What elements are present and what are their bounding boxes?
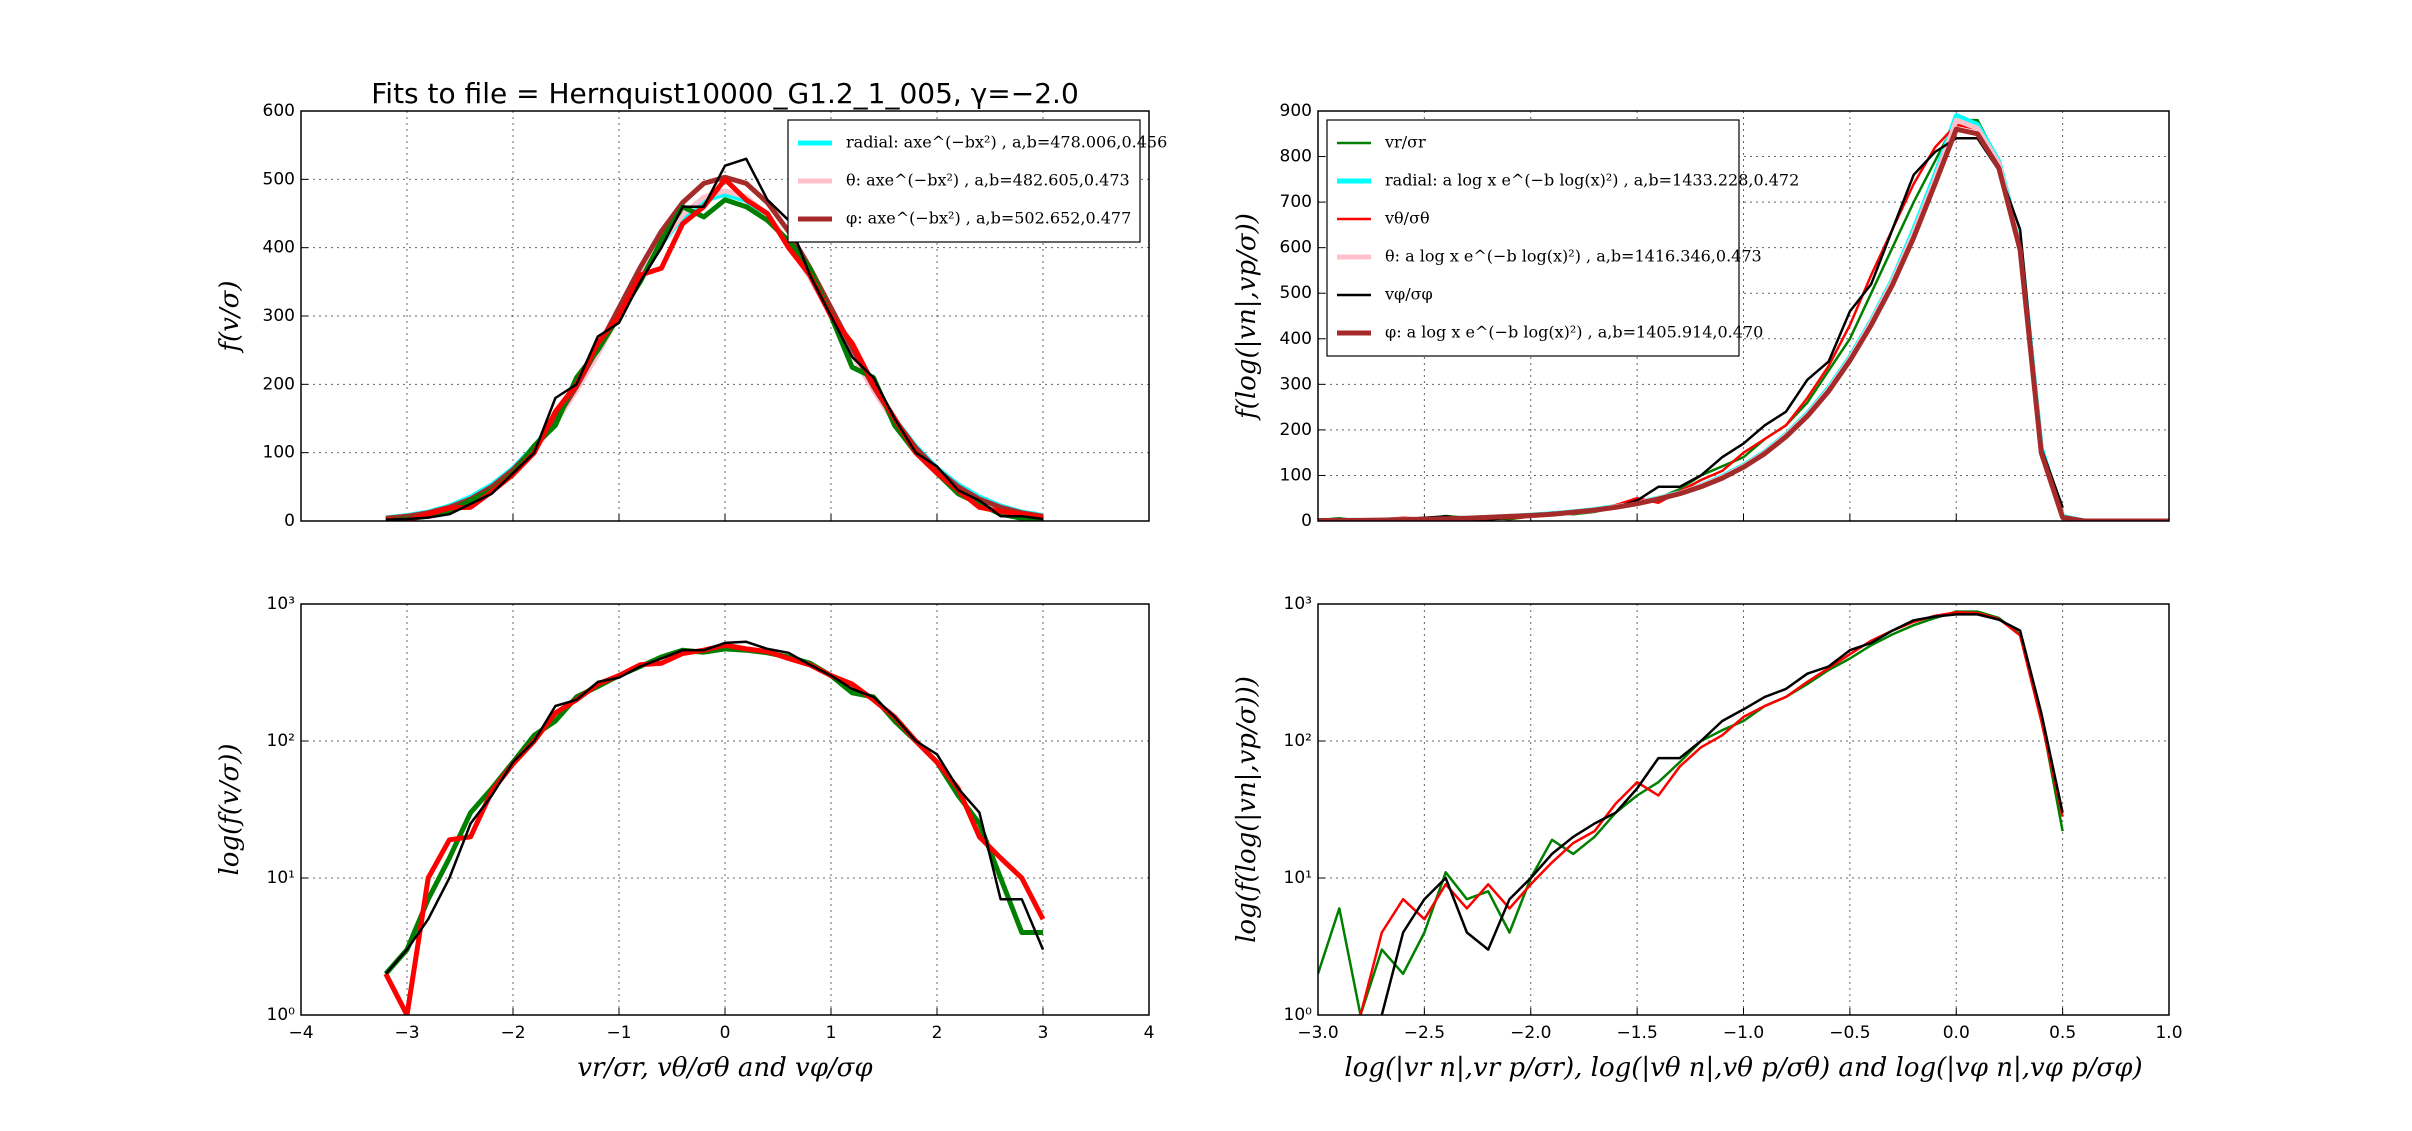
- y-tick-label: 10³: [267, 594, 295, 614]
- y-tick-label: 0: [1301, 511, 1312, 531]
- x-tick-label: 2: [932, 1023, 943, 1043]
- legend-label: vφ/σφ: [1384, 285, 1433, 304]
- subplot: 0 100 200 300 400 500 600 700 800 900 f(log(|vn|,v…: [1232, 101, 2170, 531]
- legend-label: radial: a log x e^(−b log(x)²) , a,b=143…: [1385, 171, 1799, 190]
- x-tick-label: 0.5: [2049, 1023, 2076, 1043]
- y-tick-label: 100: [1280, 465, 1312, 485]
- x-tick-label: 4: [1144, 1023, 1155, 1043]
- plot-frame: [300, 110, 1150, 522]
- x-axis-label: vr/σr, vθ/σθ and vφ/σφ: [577, 1053, 873, 1083]
- legend-label: φ: axe^(−bx²) , a,b=502.652,0.477: [846, 209, 1131, 228]
- x-tick-label: −1.5: [1616, 1023, 1657, 1043]
- y-tick-label: 700: [1280, 192, 1312, 212]
- y-tick-label: 10¹: [1284, 868, 1312, 888]
- legend-box: [1326, 119, 1740, 357]
- y-tick-label: 10⁰: [267, 1005, 296, 1025]
- x-tick-label: −2.0: [1510, 1023, 1551, 1043]
- legend-label: φ: a log x e^(−b log(x)²) , a,b=1405.914…: [1385, 323, 1763, 342]
- y-tick-label: 600: [263, 101, 295, 121]
- y-tick-label: 400: [1280, 329, 1312, 349]
- x-tick-label: −2.5: [1404, 1023, 1445, 1043]
- legend: vr/σr radial: a log x e^(−b log(x)²) , a,…: [1326, 119, 1799, 357]
- subplot: −3.0 −2.5 −2.0 −1.5 −1.0 −0.5 0.0 0.5 1.0 10⁰ 10¹ 1…: [1232, 594, 2183, 1083]
- series-line: [1380, 613, 2064, 1015]
- x-tick-label: −1.0: [1723, 1023, 1764, 1043]
- y-axis-label: log(f(v/σ)): [215, 743, 245, 875]
- x-tick-label: 0: [720, 1023, 731, 1043]
- y-tick-label: 10²: [267, 731, 295, 751]
- y-tick-label: 0: [284, 511, 295, 531]
- x-tick-label: 1: [826, 1023, 837, 1043]
- y-axis-label: f(log(|vn|,vp/σ)): [1232, 213, 1262, 421]
- x-axis-label: log(|vr n|,vr p/σr), log(|vθ n|,vθ p/σθ)…: [1344, 1053, 2142, 1083]
- y-tick-label: 100: [263, 443, 295, 463]
- x-tick-label: −3.0: [1297, 1023, 1338, 1043]
- y-tick-label: 500: [263, 169, 295, 189]
- subplot: 0 100 200 300 400 500 600 Fits to file = Hernqu…: [215, 77, 1167, 531]
- chart-title: Fits to file = Hernquist10000_G1.2_1_005…: [371, 77, 1079, 110]
- plot-frame: [1317, 603, 2170, 1016]
- x-tick-label: −2: [500, 1023, 525, 1043]
- y-tick-label: 300: [1280, 374, 1312, 394]
- y-tick-label: 500: [1280, 283, 1312, 303]
- y-tick-label: 200: [263, 374, 295, 394]
- legend-label: vr/σr: [1384, 133, 1426, 152]
- legend-label: vθ/σθ: [1384, 209, 1430, 228]
- x-tick-label: −0.5: [1829, 1023, 1870, 1043]
- x-tick-label: 1.0: [2155, 1023, 2182, 1043]
- series-line: [1359, 611, 2064, 1015]
- y-tick-label: 900: [1280, 101, 1312, 121]
- x-tick-label: −3: [394, 1023, 419, 1043]
- legend-box: [787, 119, 1141, 243]
- y-tick-label: 10³: [1284, 594, 1312, 614]
- x-tick-label: 3: [1038, 1023, 1049, 1043]
- legend-label: θ: a log x e^(−b log(x)²) , a,b=1416.346…: [1385, 247, 1762, 266]
- y-axis-label: f(v/σ): [215, 280, 245, 353]
- plot-frame: [300, 603, 1150, 1016]
- series-line: [385, 157, 1044, 521]
- x-tick-label: −4: [288, 1023, 313, 1043]
- legend-label: θ: axe^(−bx²) , a,b=482.605,0.473: [846, 171, 1130, 190]
- legend: radial: axe^(−bx²) , a,b=478.006,0.456 θ:…: [787, 119, 1167, 243]
- series-line: [384, 640, 1045, 975]
- y-tick-label: 300: [263, 306, 295, 326]
- y-tick-label: 800: [1280, 147, 1312, 167]
- plot-frame: [1317, 110, 2170, 522]
- y-tick-label: 10⁰: [1284, 1005, 1313, 1025]
- legend-label: radial: axe^(−bx²) , a,b=478.006,0.456: [846, 133, 1167, 152]
- y-tick-label: 600: [1280, 238, 1312, 258]
- y-tick-label: 400: [263, 238, 295, 258]
- y-tick-label: 10¹: [267, 868, 295, 888]
- subplot: −4 −3 −2 −1 0 1 2 3 4 10⁰ 10¹ 10² 10³ log(f(v/σ)) vr/σ…: [215, 594, 1154, 1083]
- series-line: [1318, 126, 2169, 521]
- x-tick-label: −1: [606, 1023, 631, 1043]
- y-axis-label: log(f(log(|vn|,vp/σ))): [1232, 676, 1262, 943]
- x-tick-label: 0.0: [1943, 1023, 1970, 1043]
- y-tick-label: 200: [1280, 420, 1312, 440]
- series-line: [385, 174, 1044, 521]
- y-tick-label: 10²: [1284, 731, 1312, 751]
